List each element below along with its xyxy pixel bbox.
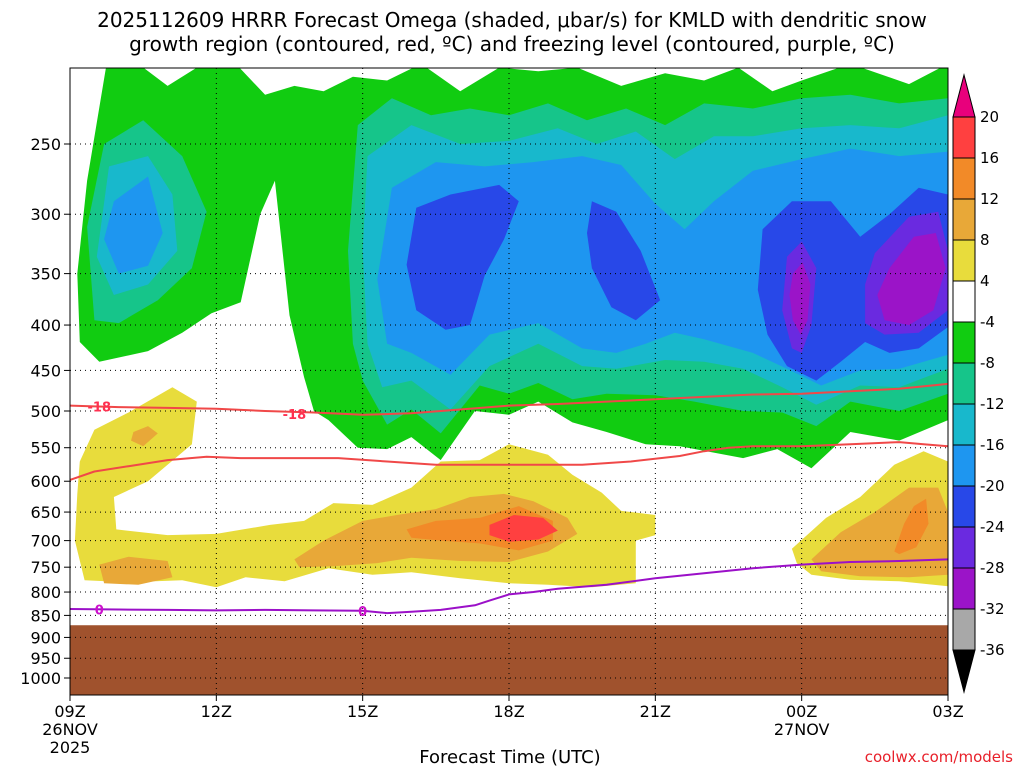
dgz-minus18-line <box>70 382 948 416</box>
omega-region-20 <box>489 515 558 542</box>
year-label-2025: 2025 <box>50 738 91 757</box>
omega-region-8 <box>406 184 519 330</box>
omega-region-9 <box>587 201 661 321</box>
colorbar-label--20: -20 <box>980 477 1005 495</box>
y-tick-label-400: 400 <box>30 316 61 335</box>
y-tick-label-450: 450 <box>30 361 61 380</box>
y-tick-label-600: 600 <box>30 472 61 491</box>
colorbar: 20 16 12 8 4 -4 -8 -12 -16 -20 -24 -28 -32 -36 <box>952 73 1005 694</box>
x-tick-label-21Z: 21Z <box>640 702 671 721</box>
colorbar-band-12-to-16 <box>952 157 976 200</box>
x-tick-label-03Z: 03Z <box>932 702 963 721</box>
chart-title-line2: growth region (contoured, red, ºC) and f… <box>129 32 895 56</box>
ground-fill <box>70 625 948 695</box>
y-tick-label-750: 750 <box>30 558 61 577</box>
colorbar-band--28-to--24 <box>952 526 976 569</box>
colorbar-band-8-to-12 <box>952 198 976 241</box>
colorbar-label--28: -28 <box>980 559 1005 577</box>
colorbar-label-16: 16 <box>980 149 999 167</box>
colorbar-label--32: -32 <box>980 600 1005 618</box>
colorbar-band-16-to-20 <box>952 116 976 159</box>
y-tick-label-300: 300 <box>30 205 61 224</box>
omega-region-4 <box>104 176 163 274</box>
x-tick-label-12Z: 12Z <box>201 702 232 721</box>
y-tick-label-250: 250 <box>30 135 61 154</box>
chart-title-line1: 2025112609 HRRR Forecast Omega (shaded, … <box>97 8 927 32</box>
dgz-minus18-label-2: -18 <box>283 408 307 423</box>
x-axis-label: Forecast Time (UTC) <box>419 747 600 768</box>
colorbar-band--8-to--4 <box>952 321 976 364</box>
y-tick-label-950: 950 <box>30 649 61 668</box>
y-tick-label-850: 850 <box>30 606 61 625</box>
omega-region-23 <box>894 498 929 555</box>
ground-layer <box>70 625 948 695</box>
date-label-27NOV: 27NOV <box>774 720 830 739</box>
contour-lines-layer: -18 -18 0 0 <box>70 382 948 620</box>
colorbar-label--36: -36 <box>980 641 1005 659</box>
freezing-level-0-label-2: 0 <box>358 605 367 620</box>
y-tick-label-500: 500 <box>30 402 61 421</box>
colorbar-label--16: -16 <box>980 436 1005 454</box>
x-tick-label-15Z: 15Z <box>347 702 378 721</box>
colorbar-label--4: -4 <box>980 313 995 331</box>
colorbar-label--24: -24 <box>980 518 1005 536</box>
omega-region-17 <box>131 426 158 447</box>
colorbar-band-4-to-8 <box>952 239 976 282</box>
y-tick-label-1000: 1000 <box>20 669 61 688</box>
colorbar-band--36-to--32 <box>952 608 976 651</box>
colorbar-arrow-top <box>952 73 976 118</box>
freezing-level-0-line <box>70 558 948 615</box>
x-tick-label-00Z: 00Z <box>786 702 817 721</box>
y-tick-label-700: 700 <box>30 532 61 551</box>
colorbar-label-8: 8 <box>980 231 990 249</box>
colorbar-band--24-to--20 <box>952 485 976 528</box>
colorbar-band--20-to--16 <box>952 444 976 487</box>
dgz-minus12-line <box>70 441 948 481</box>
y-tick-label-650: 650 <box>30 503 61 522</box>
freezing-level-0-label-1: 0 <box>95 603 104 618</box>
colorbar-label-12: 12 <box>980 190 999 208</box>
y-tick-label-800: 800 <box>30 583 61 602</box>
source-watermark: coolwx.com/models <box>865 748 1013 766</box>
colorbar-band--16-to--12 <box>952 403 976 446</box>
omega-region-16 <box>99 556 173 585</box>
x-tick-label-09Z: 09Z <box>54 702 85 721</box>
colorbar-band--12-to--8 <box>952 362 976 405</box>
colorbar-label--12: -12 <box>980 395 1005 413</box>
colorbar-label-20: 20 <box>980 108 999 126</box>
colorbar-label-4: 4 <box>980 272 990 290</box>
date-label-26NOV: 26NOV <box>42 720 98 739</box>
x-tick-label-18Z: 18Z <box>493 702 524 721</box>
y-tick-label-900: 900 <box>30 628 61 647</box>
colorbar-arrow-bottom <box>952 649 976 694</box>
omega-region-14 <box>877 233 946 325</box>
y-tick-label-350: 350 <box>30 265 61 284</box>
colorbar-band--32-to--28 <box>952 567 976 610</box>
colorbar-band--4-to-4 <box>952 280 976 323</box>
y-tick-label-550: 550 <box>30 439 61 458</box>
colorbar-label--8: -8 <box>980 354 995 372</box>
axes-layer: 250 300 350 400 450 500 550 600 650 700 750 800 850 9… <box>20 135 963 757</box>
omega-region-13 <box>789 262 811 335</box>
dgz-minus18-label-1: -18 <box>88 400 112 415</box>
